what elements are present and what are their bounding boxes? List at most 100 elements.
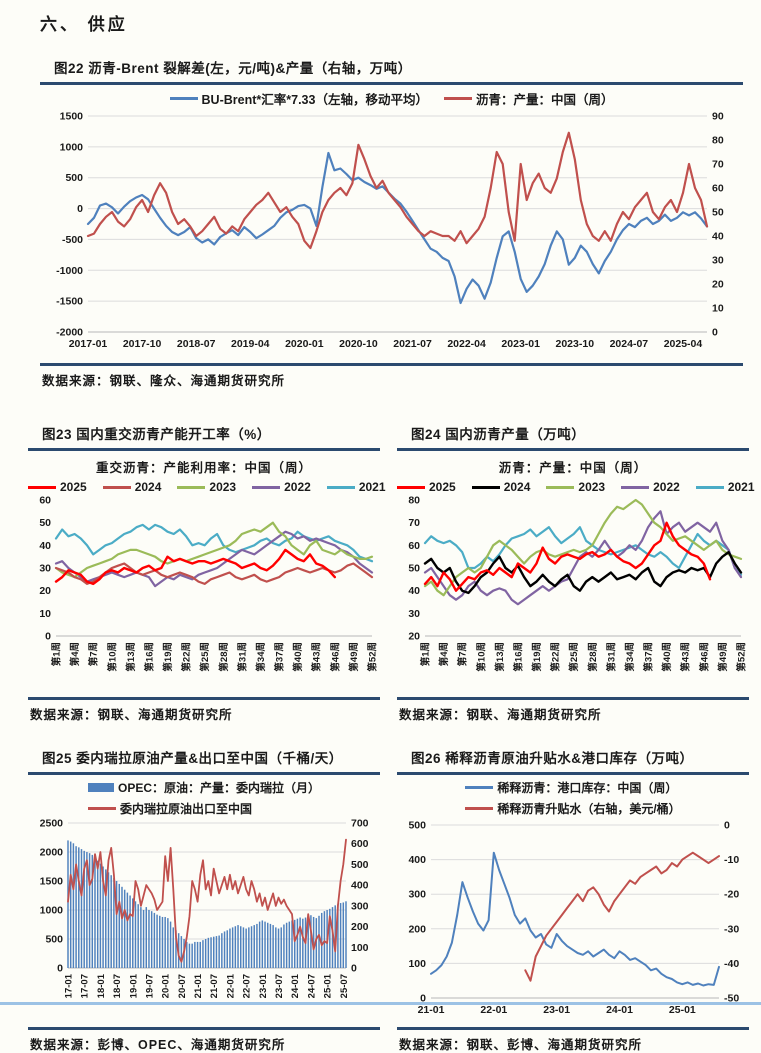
svg-text:-10: -10 <box>724 854 739 866</box>
svg-text:-30: -30 <box>724 923 739 935</box>
svg-text:23-07: 23-07 <box>274 974 285 998</box>
svg-text:70: 70 <box>712 159 724 171</box>
svg-text:第4周: 第4周 <box>438 642 450 666</box>
figure-26-title: 图26 稀释沥青原油升贴水&港口库存（万吨） <box>411 751 694 766</box>
chart-legend: 2025 2024 2023 2022 2021 <box>28 480 386 494</box>
figure-23-source-rule <box>28 697 380 700</box>
svg-text:20-01: 20-01 <box>161 973 172 998</box>
legend-row: 稀释沥青：港口库存：中国（周） <box>465 779 680 796</box>
svg-text:60: 60 <box>39 495 51 507</box>
svg-text:第7周: 第7周 <box>457 642 469 666</box>
legend-item: 委内瑞拉原油出口至中国 <box>87 800 252 817</box>
svg-text:1500: 1500 <box>40 876 64 888</box>
svg-text:第49周: 第49周 <box>348 642 360 672</box>
svg-text:第37周: 第37周 <box>274 642 286 672</box>
svg-text:22-01: 22-01 <box>480 1004 507 1016</box>
legend-label: 2022 <box>653 480 680 494</box>
svg-text:60: 60 <box>712 183 724 195</box>
svg-text:2018-07: 2018-07 <box>177 338 216 350</box>
legend-row: 2025 2024 2023 2022 2021 <box>397 480 755 494</box>
svg-text:23-01: 23-01 <box>258 973 269 998</box>
line-swatch-icon <box>397 485 425 489</box>
svg-text:0: 0 <box>724 820 730 832</box>
line-swatch-icon <box>465 786 494 789</box>
line-swatch-icon <box>102 485 131 489</box>
page-heading: 六、 供应 <box>40 15 128 34</box>
legend-item: 稀释沥青升贴水（右轴，美元/桶） <box>465 800 681 817</box>
line-swatch-icon <box>465 807 494 810</box>
svg-text:80: 80 <box>712 135 724 147</box>
legend-row: 2025 2024 2023 2022 2021 <box>28 480 386 494</box>
svg-text:第46周: 第46周 <box>698 642 710 672</box>
figure-25-title: 图25 委内瑞拉原油产量&出口至中国（千桶/天） <box>42 751 343 766</box>
svg-text:2025-04: 2025-04 <box>664 338 703 350</box>
legend-item: 2021 <box>695 480 755 494</box>
chart-legend: BU-Brent*汇率*7.33（左轴，移动平均） 沥青：产量：中国（周） <box>169 89 613 108</box>
line-swatch-icon <box>471 485 500 489</box>
svg-text:1000: 1000 <box>60 141 84 153</box>
line-swatch-icon <box>546 485 575 489</box>
svg-text:第1周: 第1周 <box>51 642 63 666</box>
venezuela-crude-plot: 0 500 1000 1500 2000 2500 0 100 200 300 400 500 600 7… <box>40 818 369 999</box>
svg-text:100: 100 <box>408 958 426 970</box>
svg-text:20: 20 <box>712 279 724 291</box>
svg-text:2017-10: 2017-10 <box>123 338 162 350</box>
svg-text:2023-10: 2023-10 <box>556 338 595 350</box>
svg-text:1000: 1000 <box>40 905 64 917</box>
legend-label: 稀释沥青升贴水（右轴，美元/桶） <box>497 802 681 816</box>
figure-25-title-rule <box>28 772 380 775</box>
legend-item: 2022 <box>252 480 311 494</box>
svg-text:21-01: 21-01 <box>418 1004 445 1016</box>
svg-text:20: 20 <box>39 585 51 597</box>
svg-text:500: 500 <box>351 859 369 871</box>
legend-item: 稀释沥青：港口库存：中国（周） <box>465 779 677 796</box>
legend-label: 稀释沥青：港口库存：中国（周） <box>497 781 678 795</box>
svg-text:2023-01: 2023-01 <box>501 338 540 350</box>
legend-title: 重交沥青：产能利用率：中国（周） <box>95 461 312 475</box>
svg-text:22-07: 22-07 <box>242 974 253 998</box>
line-swatch-icon <box>28 485 56 489</box>
svg-text:40: 40 <box>712 231 724 243</box>
svg-text:500: 500 <box>65 172 83 184</box>
bar-swatch-icon <box>87 783 114 792</box>
line-swatch-icon <box>87 807 116 810</box>
svg-text:30: 30 <box>408 608 420 620</box>
figure-23-title: 图23 国内重交沥青产能开工率（%） <box>42 427 271 442</box>
svg-text:25-01: 25-01 <box>323 973 334 998</box>
svg-text:第28周: 第28周 <box>587 642 599 672</box>
svg-text:第22周: 第22周 <box>550 642 562 672</box>
svg-text:24-01: 24-01 <box>606 1004 633 1016</box>
legend-row: BU-Brent*汇率*7.33（左轴，移动平均） 沥青：产量：中国（周） <box>169 89 613 108</box>
figure-24: 图24 国内沥青产量（万吨） 沥青：产量：中国（周） 2025 2024 2023 20… <box>397 423 755 723</box>
svg-text:200: 200 <box>351 921 369 933</box>
svg-text:第43周: 第43周 <box>311 642 323 672</box>
svg-text:第40周: 第40周 <box>292 642 304 672</box>
figure-24-source: 数据来源：钢联、海通期货研究所 <box>399 708 602 722</box>
figure-25-source: 数据来源：彭博、OPEC、海通期货研究所 <box>30 1038 286 1052</box>
legend-label: 2025 <box>429 480 456 494</box>
svg-text:19-07: 19-07 <box>144 974 155 998</box>
svg-text:2000: 2000 <box>40 847 64 859</box>
legend-label: 2021 <box>727 480 755 494</box>
figure-22: 图22 沥青-Brent 裂解差(左，元/吨)&产量（右轴，万吨） BU-Bre… <box>40 57 743 389</box>
figure-22-title: 图22 沥青-Brent 裂解差(左，元/吨)&产量（右轴，万吨） <box>54 61 412 76</box>
svg-text:24-01: 24-01 <box>290 973 301 998</box>
figure-23-source: 数据来源：钢联、海通期货研究所 <box>30 708 233 722</box>
figure-23-title-rule <box>28 448 380 451</box>
svg-text:-1500: -1500 <box>56 296 83 308</box>
svg-text:70: 70 <box>408 517 420 529</box>
svg-text:17-07: 17-07 <box>80 974 91 998</box>
figure-23: 图23 国内重交沥青产能开工率（%） 重交沥青：产能利用率：中国（周） 2025 2… <box>28 423 386 723</box>
svg-text:21-01: 21-01 <box>193 973 204 998</box>
legend-label: 2022 <box>284 480 311 494</box>
svg-text:0: 0 <box>420 993 426 1005</box>
svg-text:19-01: 19-01 <box>128 973 139 998</box>
legend-label: 2024 <box>503 480 531 494</box>
svg-text:2017-01: 2017-01 <box>69 338 108 350</box>
svg-text:第16周: 第16周 <box>143 642 155 672</box>
svg-text:-500: -500 <box>62 234 83 246</box>
svg-text:22-01: 22-01 <box>225 973 236 998</box>
legend-item: 沥青：产量：中国（周） <box>443 89 613 108</box>
svg-text:50: 50 <box>712 207 724 219</box>
